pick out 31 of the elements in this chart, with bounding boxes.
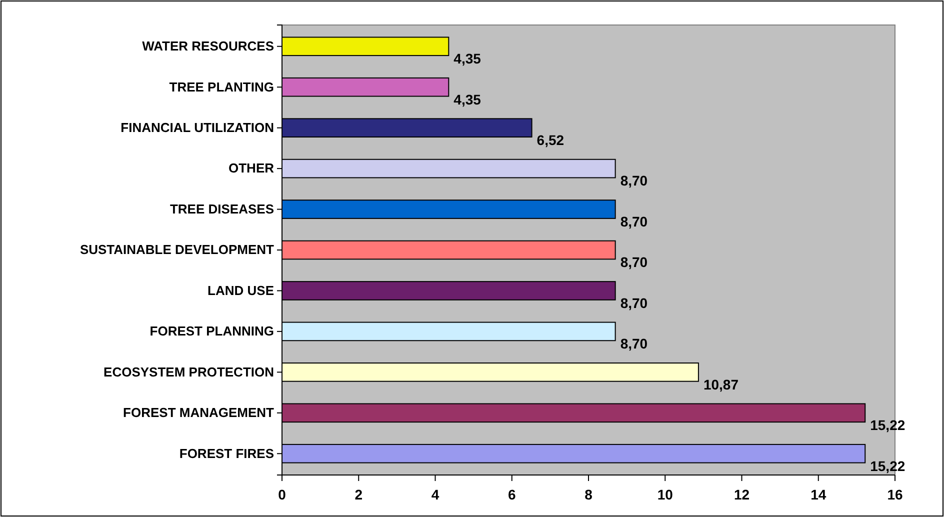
y-tick-label: ECOSYSTEM PROTECTION (104, 364, 274, 380)
x-tick-label: 12 (734, 486, 750, 502)
x-tick-label: 4 (431, 486, 440, 502)
x-tick-label: 8 (584, 486, 593, 502)
y-tick-label: WATER RESOURCES (142, 38, 274, 54)
data-label: 6,52 (536, 132, 564, 148)
y-tick-label: TREE DISEASES (170, 201, 274, 216)
data-label: 8,70 (620, 254, 648, 270)
x-tick-label: 16 (887, 486, 903, 502)
data-label: 8,70 (620, 336, 648, 352)
data-label: 10,87 (703, 376, 739, 392)
x-tick-label: 10 (657, 486, 674, 502)
x-tick-label: 6 (508, 486, 516, 502)
y-tick-label: TREE PLANTING (169, 79, 274, 94)
x-tick-label: 0 (278, 486, 286, 502)
data-label: 15,22 (870, 417, 906, 434)
x-tick-label: 14 (810, 486, 826, 502)
y-tick-label: FINANCIAL UTILIZATION (120, 120, 274, 135)
data-label: 8,70 (620, 172, 648, 189)
y-tick-label: FOREST PLANNING (150, 324, 274, 339)
x-tick-label: 2 (354, 486, 363, 502)
data-label: 15,22 (870, 458, 906, 474)
y-tick-label: LAND USE (208, 282, 274, 298)
data-label: 8,70 (620, 294, 648, 311)
y-tick-label: SUSTAINABLE DEVELOPMENT (80, 242, 274, 258)
y-tick-label: OTHER (228, 160, 275, 176)
data-label: 4,35 (454, 91, 482, 108)
y-tick-label: FOREST MANAGEMENT (123, 405, 274, 420)
data-label: 8,70 (620, 213, 648, 230)
y-tick-label: FOREST FIRES (179, 446, 274, 461)
data-label: 4,35 (454, 50, 482, 67)
